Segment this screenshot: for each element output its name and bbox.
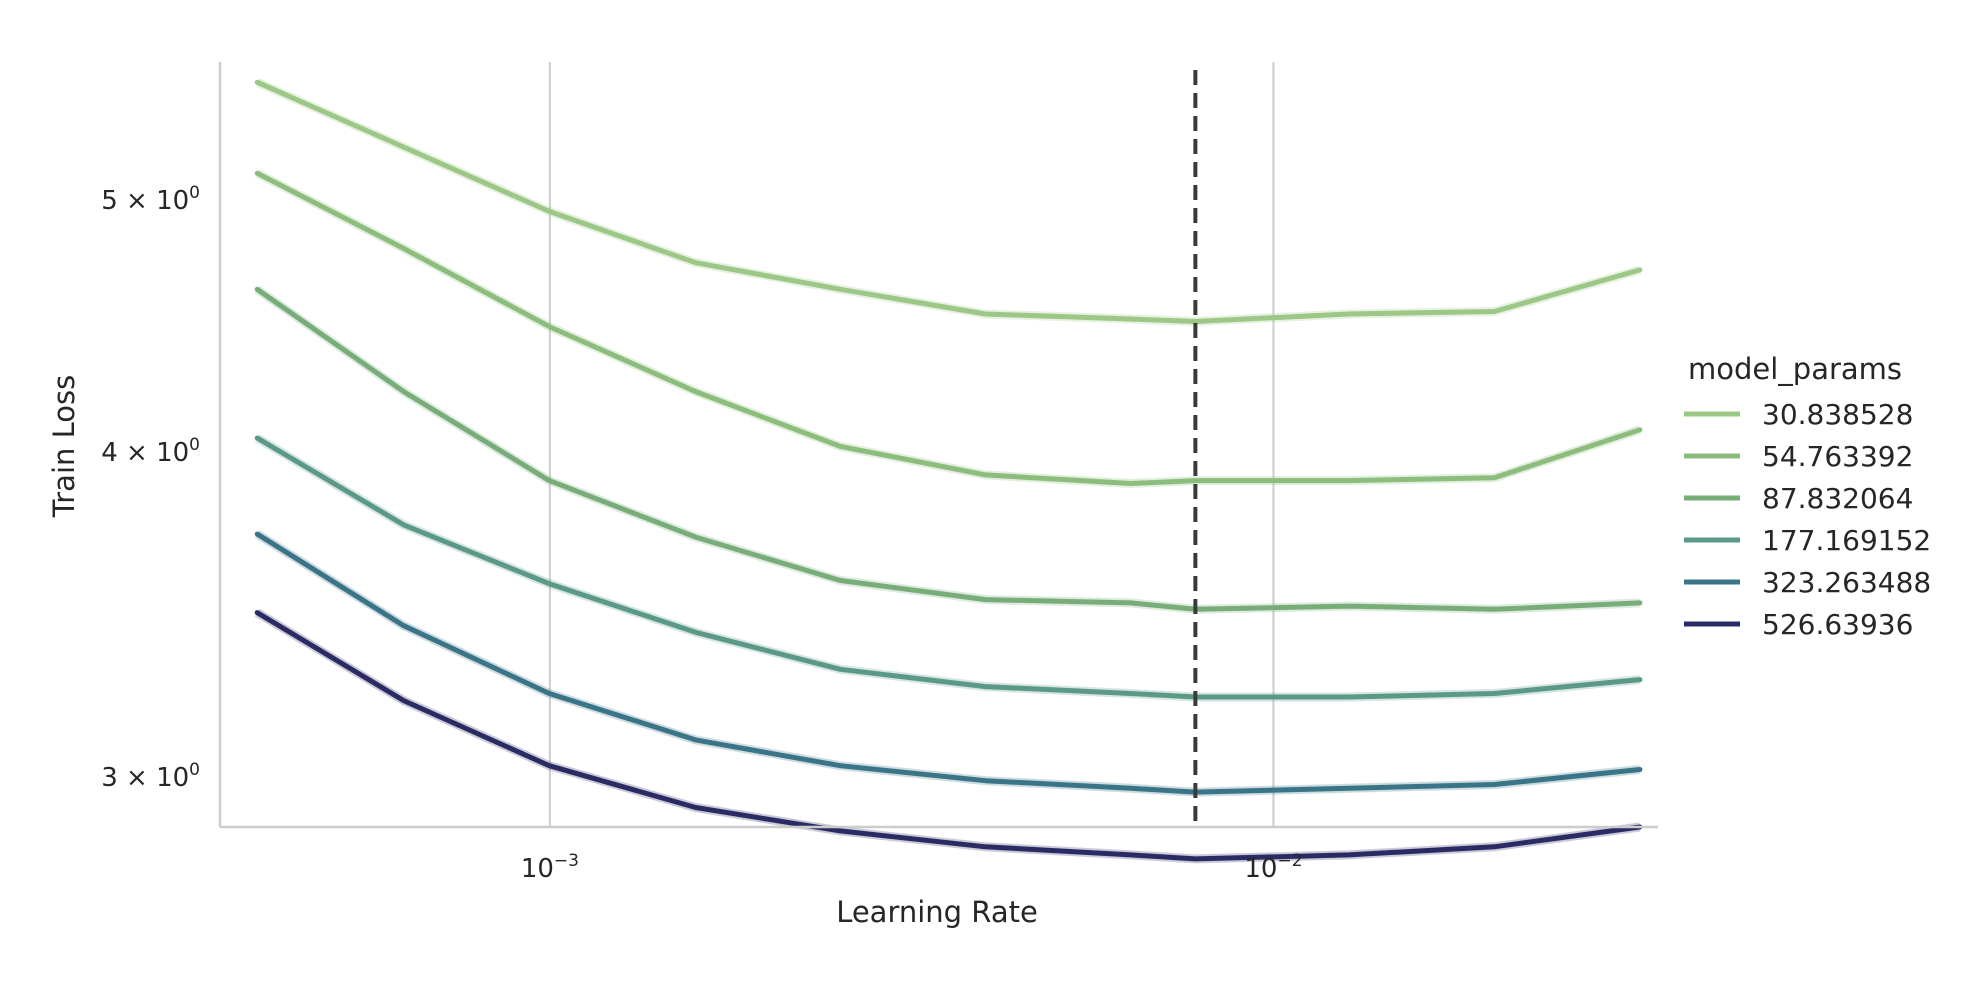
legend-label: 177.169152: [1762, 524, 1931, 557]
x-tick-label: 10−2: [1244, 851, 1302, 884]
legend: model_params 30.838528 54.763392 87.832064…: [1684, 352, 1931, 641]
series-band-4: [254, 530, 1641, 797]
grid-lines: [548, 62, 1275, 827]
y-tick-label: 4 × 100: [101, 435, 200, 468]
legend-label: 526.63936: [1762, 608, 1913, 641]
series-line-2: [254, 286, 1643, 612]
x-tick-label: 10−3: [521, 851, 579, 884]
legend-label: 54.763392: [1762, 440, 1913, 473]
series-band-2: [254, 285, 1641, 614]
series-line-3: [254, 435, 1643, 700]
series-line-1: [254, 170, 1643, 486]
series-band-1: [255, 169, 1642, 488]
series-line-5: [254, 610, 1643, 862]
legend-label: 30.838528: [1762, 398, 1913, 431]
legend-label: 323.263488: [1762, 566, 1931, 599]
axes: [218, 62, 1658, 829]
y-axis-label: Train Loss: [47, 375, 81, 518]
legend-label: 87.832064: [1762, 482, 1913, 515]
x-axis-label: Learning Rate: [836, 895, 1038, 929]
legend-title: model_params: [1688, 352, 1902, 386]
series-line-4: [254, 531, 1643, 795]
series-line-0: [254, 79, 1643, 324]
tick-labels: 10−3 10−2 5 × 100 4 × 100 3 × 100: [101, 183, 1302, 884]
y-tick-label: 3 × 100: [101, 760, 200, 793]
y-tick-label: 5 × 100: [101, 183, 200, 216]
series-lines: [254, 78, 1643, 864]
